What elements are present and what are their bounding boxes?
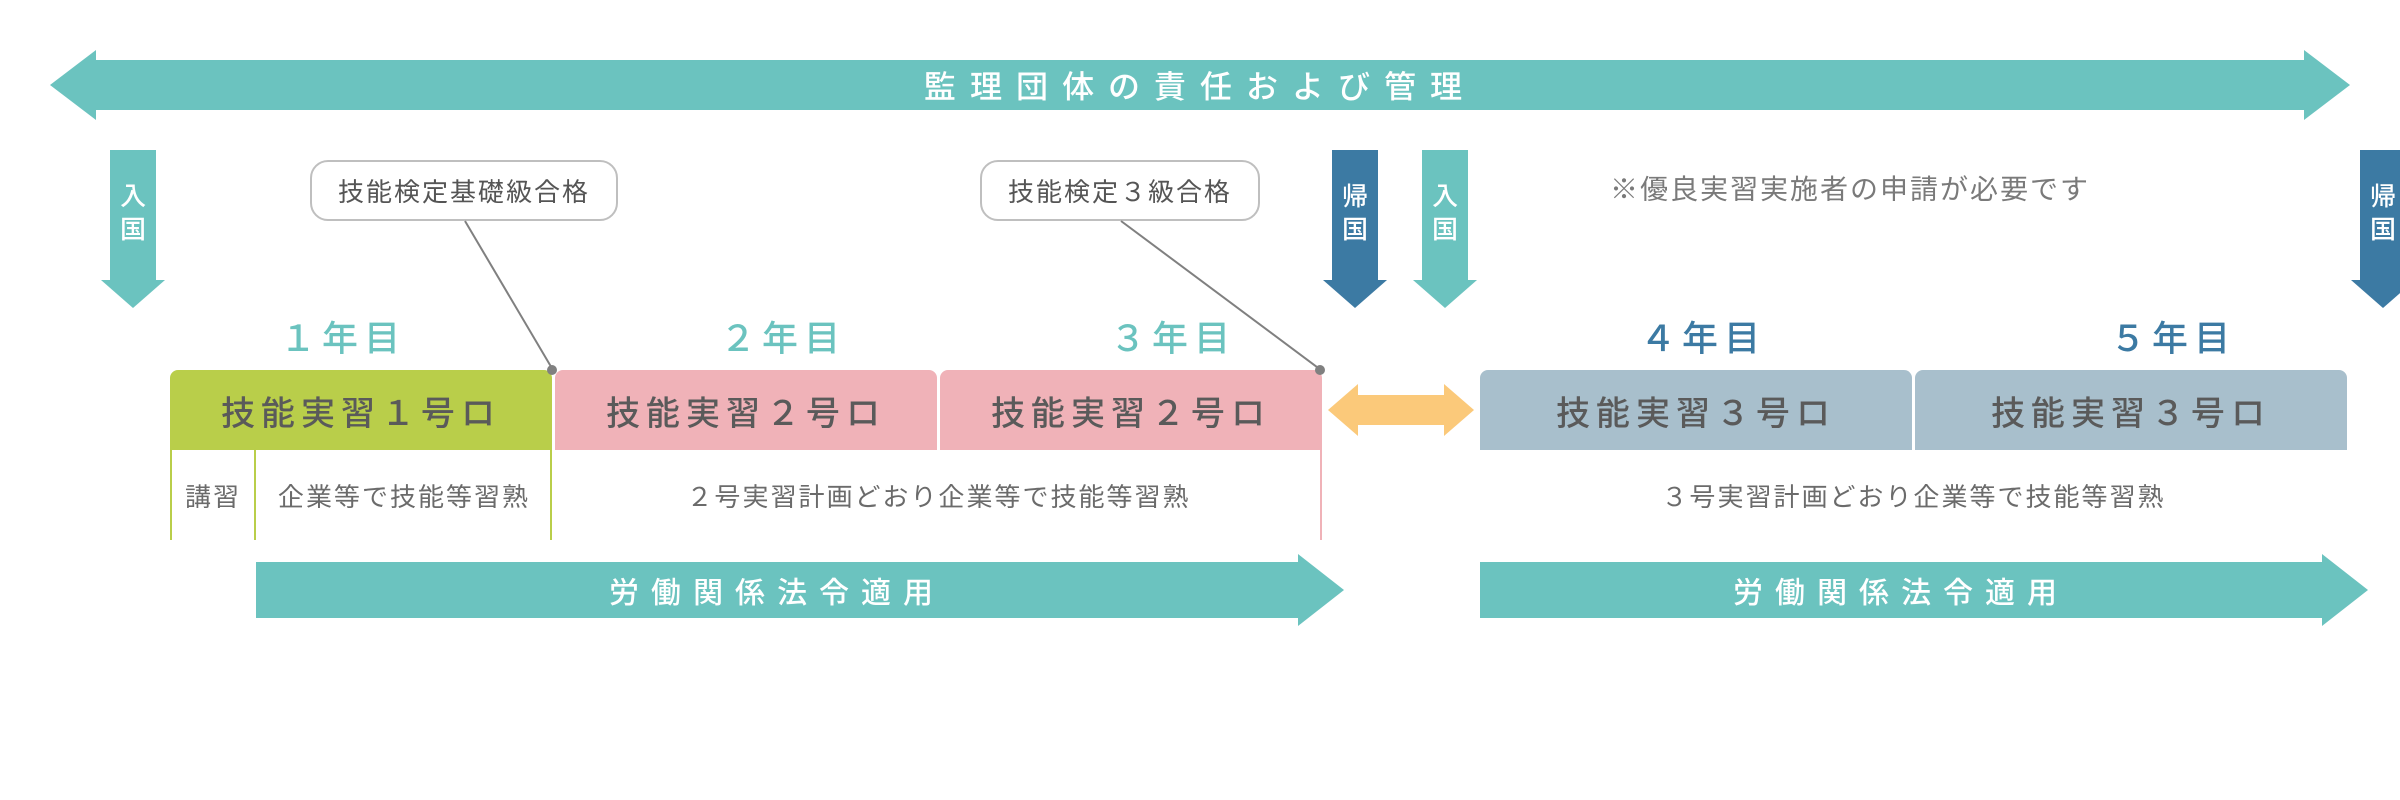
top-arrow-left-head [50,50,96,120]
sub-row: 講習企業等で技能等習熟２号実習計画どおり企業等で技能等習熟 ３号実習計画どおり企業… [50,450,2350,540]
year-label-4: ４年目 [1640,310,1766,362]
bottom-arrow-label: 労働関係法令適用 [256,562,1298,618]
callout-c2: 技能検定３級合格 [980,160,1260,221]
note-text: ※優良実習実施者の申請が必要です [1610,168,2090,208]
bottom-arrows: 労働関係法令適用 労働関係法令適用 [50,562,2350,632]
block-y2: 技能実習２号ロ [555,370,937,450]
block-y5: 技能実習３号ロ [1915,370,2347,450]
sub-s4: ３号実習計画どおり企業等で技能等習熟 [1480,450,2347,540]
top-bar-label: 監理団体の責任および管理 [96,60,2304,110]
block-y3: 技能実習２号ロ [940,370,1322,450]
block-y1: 技能実習１号ロ [170,370,552,450]
bottom-arrow-label: 労働関係法令適用 [1480,562,2322,618]
divider-3 [1320,450,1322,540]
blocks-row: 技能実習１号ロ技能実習２号ロ技能実習２号ロ技能実習３号ロ技能実習３号ロ [50,370,2350,450]
down-arrow-label: 帰国 [1332,150,1378,280]
down-arrow-head [1323,280,1387,308]
down-arrow-enter1: 入国 [110,150,156,308]
down-arrow-label: 入国 [110,150,156,280]
top-arrow-right-head [2304,50,2350,120]
callout-dot-c2 [1315,365,1325,375]
diagram-root: 監理団体の責任および管理 入国帰国入国帰国 技能検定基礎級合格技能検定３級合格 … [50,50,2350,632]
year-label-1: １年目 [280,310,406,362]
divider-0 [170,450,172,540]
divider-2 [550,450,552,540]
year-label-2: ２年目 [720,310,846,362]
year-row: １年目 ２年目 ３年目 ４年目 ５年目 [50,310,2350,370]
top-bar: 監理団体の責任および管理 [50,50,2350,120]
down-arrow-head [2351,280,2400,308]
sub-s3: ２号実習計画どおり企業等で技能等習熟 [555,450,1322,540]
callout-dot-c1 [547,365,557,375]
down-arrow-label: 帰国 [2360,150,2400,280]
bottom-arrow-2: 労働関係法令適用 [1480,562,2368,618]
down-arrow-label: 入国 [1422,150,1468,280]
sub-s1: 講習 [170,450,256,540]
down-arrow-return2: 帰国 [2360,150,2400,308]
bottom-arrow-1: 労働関係法令適用 [256,562,1344,618]
down-arrow-return1: 帰国 [1332,150,1378,308]
down-arrow-head [101,280,165,308]
gap-double-arrow [1328,390,1474,430]
divider-1 [254,450,256,540]
down-arrow-head [1413,280,1477,308]
year-label-5: ５年目 [2110,310,2236,362]
sub-s2: 企業等で技能等習熟 [256,450,552,540]
year-label-3: ３年目 [1110,310,1236,362]
block-y4: 技能実習３号ロ [1480,370,1912,450]
mid-row: 入国帰国入国帰国 技能検定基礎級合格技能検定３級合格 ※優良実習実施者の申請が必… [50,150,2350,310]
callout-c1: 技能検定基礎級合格 [310,160,618,221]
down-arrow-enter2: 入国 [1422,150,1468,308]
